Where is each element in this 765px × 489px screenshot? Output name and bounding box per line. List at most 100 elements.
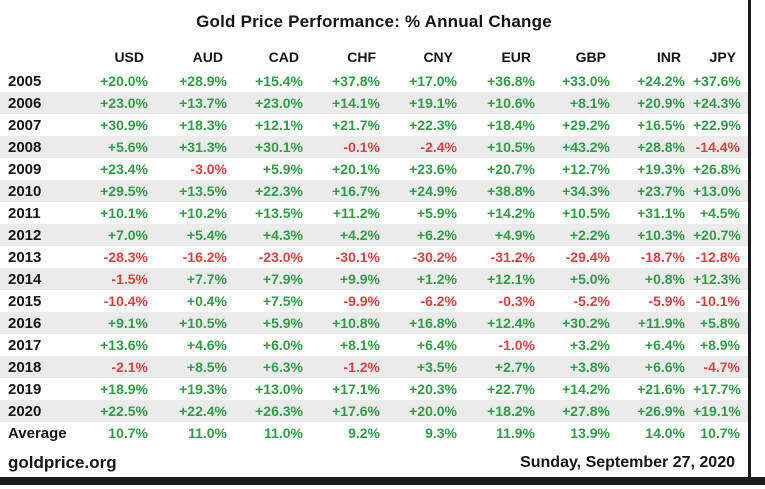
table-cell: 9.2% bbox=[348, 425, 380, 441]
table-row: 2005 +20.0% +28.9% +15.4% +37.8% +17.0% +36.8%… bbox=[0, 70, 748, 92]
table-cell: +7.9% bbox=[262, 271, 303, 287]
table-cell: +13.5% bbox=[179, 183, 227, 199]
table-cell: +34.3% bbox=[562, 183, 610, 199]
table-cell: +11.9% bbox=[637, 315, 685, 331]
table-cell: +21.7% bbox=[332, 117, 380, 133]
table-cell: +37.8% bbox=[332, 73, 380, 89]
row-label: 2016 bbox=[8, 314, 42, 332]
table-cell: +14.2% bbox=[487, 205, 535, 221]
table-cell: +8.5% bbox=[186, 359, 227, 375]
table-row: 2017 +13.6% +4.6% +6.0% +8.1% +6.4% -1.0% +3.2%… bbox=[0, 334, 748, 356]
table-cell: +17.1% bbox=[332, 381, 380, 397]
table-row: 2009 +23.4% -3.0% +5.9% +20.1% +23.6% +20.7% +1… bbox=[0, 158, 748, 180]
table-cell: -10.4% bbox=[103, 293, 148, 309]
table-cell: -1.0% bbox=[498, 337, 535, 353]
table-cell: +19.1% bbox=[409, 95, 457, 111]
column-header-gbp: GBP bbox=[575, 49, 606, 65]
table-cell: +10.5% bbox=[179, 315, 227, 331]
table-cell: +0.8% bbox=[644, 271, 685, 287]
table-cell: -10.1% bbox=[695, 293, 740, 309]
table-cell: +10.1% bbox=[100, 205, 148, 221]
table-cell: -0.3% bbox=[498, 293, 535, 309]
table-cell: +6.6% bbox=[644, 359, 685, 375]
table-cell: +20.0% bbox=[409, 403, 457, 419]
column-header-aud: AUD bbox=[192, 49, 223, 65]
table-row: 2007 +30.9% +18.3% +12.1% +21.7% +22.3% +18.4%… bbox=[0, 114, 748, 136]
table-cell: -28.3% bbox=[103, 249, 148, 265]
row-label: Average bbox=[8, 424, 67, 442]
table-cell: +6.3% bbox=[262, 359, 303, 375]
table-row: 2010 +29.5% +13.5% +22.3% +16.7% +24.9% +38.8%… bbox=[0, 180, 748, 202]
row-label: 2014 bbox=[8, 270, 42, 288]
table-row: 2008 +5.6% +31.3% +30.1% -0.1% -2.4% +10.5% +43… bbox=[0, 136, 748, 158]
table-cell: +33.0% bbox=[562, 73, 610, 89]
table-cell: +4.6% bbox=[186, 337, 227, 353]
table-row: 2014 -1.5% +7.7% +7.9% +9.9% +1.2% +12.1% +5.0%… bbox=[0, 268, 748, 290]
table-cell: +3.5% bbox=[416, 359, 457, 375]
table-cell: 11.0% bbox=[264, 425, 303, 441]
table-row: 2020 +22.5% +22.4% +26.3% +17.6% +20.0% +18.2%… bbox=[0, 400, 748, 422]
table-cell: +24.9% bbox=[409, 183, 457, 199]
table-cell: +23.4% bbox=[100, 161, 148, 177]
column-header-cad: CAD bbox=[268, 49, 299, 65]
table-row: 2019 +18.9% +19.3% +13.0% +17.1% +20.3% +22.7%… bbox=[0, 378, 748, 400]
row-label: 2005 bbox=[8, 72, 42, 90]
table-cell: +6.4% bbox=[416, 337, 457, 353]
table-cell: +17.7% bbox=[693, 381, 741, 397]
table-cell: -23.0% bbox=[258, 249, 303, 265]
table-cell: +23.0% bbox=[255, 95, 303, 111]
table-cell: -2.1% bbox=[111, 359, 148, 375]
table-cell: +23.6% bbox=[409, 161, 457, 177]
table-cell: +18.3% bbox=[179, 117, 227, 133]
table-cell: +23.0% bbox=[100, 95, 148, 111]
average-row: Average 10.7% 11.0% 11.0% 9.2% 9.3% 11.9% 13.9%… bbox=[0, 422, 748, 444]
table-cell: +7.7% bbox=[186, 271, 227, 287]
table-cell: 9.3% bbox=[425, 425, 457, 441]
table-cell: -12.8% bbox=[695, 249, 740, 265]
table-cell: +15.4% bbox=[255, 73, 303, 89]
table-cell: +16.5% bbox=[637, 117, 685, 133]
table-cell: +11.2% bbox=[332, 205, 380, 221]
table-cell: +22.9% bbox=[693, 117, 741, 133]
table-cell: +43.2% bbox=[562, 139, 610, 155]
row-label: 2011 bbox=[8, 204, 41, 222]
table-cell: +0.4% bbox=[186, 293, 227, 309]
table-cell: -1.5% bbox=[111, 271, 148, 287]
table-cell: -16.2% bbox=[182, 249, 227, 265]
table-cell: +4.2% bbox=[339, 227, 380, 243]
row-label: 2012 bbox=[8, 226, 42, 244]
table-cell: 11.0% bbox=[188, 425, 227, 441]
table-cell: +2.7% bbox=[494, 359, 535, 375]
table-cell: +12.4% bbox=[487, 315, 535, 331]
table-cell: +1.2% bbox=[416, 271, 457, 287]
row-label: 2015 bbox=[8, 292, 42, 310]
table-cell: -30.2% bbox=[412, 249, 457, 265]
row-label: 2008 bbox=[8, 138, 42, 156]
table-cell: +5.4% bbox=[186, 227, 227, 243]
table-cell: 13.9% bbox=[570, 425, 610, 441]
table-cell: 10.7% bbox=[700, 425, 740, 441]
table-cell: +26.9% bbox=[637, 403, 685, 419]
table-cell: +9.1% bbox=[107, 315, 148, 331]
table-row: 2016 +9.1% +10.5% +5.9% +10.8% +16.8% +12.4% +3… bbox=[0, 312, 748, 334]
table-cell: +31.3% bbox=[179, 139, 227, 155]
table-cell: +19.3% bbox=[179, 381, 227, 397]
table-cell: 11.9% bbox=[496, 425, 535, 441]
table-row: 2006 +23.0% +13.7% +23.0% +14.1% +19.1% +10.6%… bbox=[0, 92, 748, 114]
table-cell: -9.9% bbox=[343, 293, 380, 309]
table-cell: -14.4% bbox=[695, 139, 740, 155]
table-row: 2013 -28.3% -16.2% -23.0% -30.1% -30.2% -31.2%… bbox=[0, 246, 748, 268]
table-cell: +37.6% bbox=[693, 73, 741, 89]
row-label: 2010 bbox=[8, 182, 42, 200]
row-label: 2017 bbox=[8, 336, 42, 354]
table-cell: -31.2% bbox=[490, 249, 535, 265]
table-cell: +10.6% bbox=[487, 95, 535, 111]
table-cell: -18.7% bbox=[640, 249, 685, 265]
table-cell: +28.8% bbox=[637, 139, 685, 155]
table-cell: +4.3% bbox=[262, 227, 303, 243]
column-header-cny: CNY bbox=[423, 49, 453, 65]
table-cell: +8.1% bbox=[339, 337, 380, 353]
table-cell: +13.5% bbox=[255, 205, 303, 221]
source-link[interactable]: goldprice.org bbox=[8, 453, 117, 472]
table-cell: +18.4% bbox=[487, 117, 535, 133]
